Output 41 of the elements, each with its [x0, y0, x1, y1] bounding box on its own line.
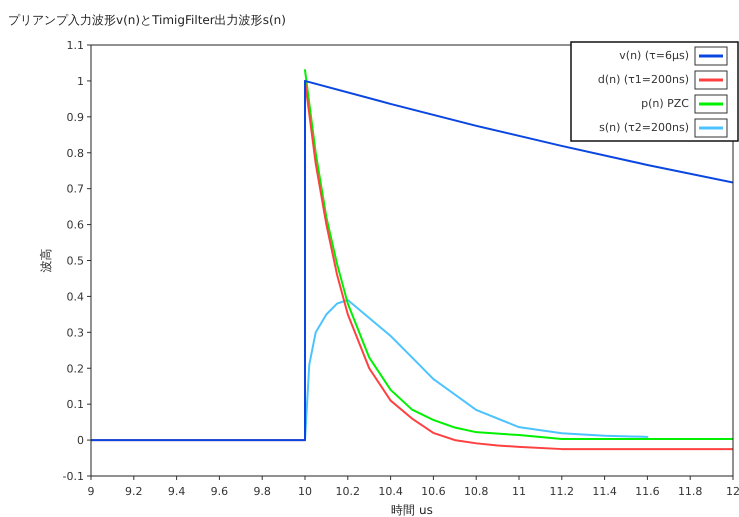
y-tick-label: -0.1 [62, 470, 84, 483]
y-tick-label: 0.4 [66, 290, 84, 304]
y-tick-label: 0.9 [66, 110, 84, 124]
x-tick-label: 10.6 [421, 485, 446, 498]
y-tick-label: 0.7 [66, 182, 84, 196]
legend-item: d(n) (τ1=200ns) [598, 70, 728, 90]
y-axis-title: 波高 [39, 248, 53, 272]
y-tick-label: 0.2 [66, 362, 84, 376]
x-tick-label: 10.8 [464, 485, 488, 498]
x-tick-label: 10.4 [378, 485, 403, 498]
line-series [304, 69, 733, 440]
x-tick-label: 11 [512, 485, 526, 498]
x-tick-label: 11.8 [678, 485, 702, 498]
y-tick-label: 0.5 [66, 254, 84, 268]
y-tick-label: 0.3 [66, 326, 84, 340]
legend-item: s(n) (τ2=200ns) [599, 118, 728, 138]
y-tick-label: 0.8 [66, 146, 84, 160]
x-tick-label: 9.8 [253, 485, 271, 498]
chart-title: プリアンプ入力波形v(n)とTimigFilter出力波形s(n) [8, 13, 286, 27]
x-tick-label: 10 [298, 485, 312, 498]
legend-label: v(n) (τ=6μs) [619, 49, 689, 62]
x-tick-label: 9.4 [168, 485, 186, 498]
x-tick-label: 11.2 [550, 485, 574, 498]
x-axis-title: 時間 us [391, 503, 433, 517]
x-tick-label: 9.2 [125, 485, 143, 498]
x-tick-label: 11.6 [635, 485, 660, 498]
legend-item: p(n) PZC [641, 94, 728, 114]
y-tick-label: 1 [77, 74, 84, 88]
y-tick-label: 0 [77, 434, 84, 448]
x-tick-label: 11.4 [592, 485, 617, 498]
y-tick-label: 0.1 [66, 398, 84, 412]
x-tick-label: 10.2 [336, 485, 360, 498]
y-tick-label: 1.1 [66, 39, 84, 52]
x-tick-label: 12 [726, 485, 739, 498]
legend-label: s(n) (τ2=200ns) [599, 121, 689, 134]
legend-label: p(n) PZC [641, 97, 690, 110]
legend-item: v(n) (τ=6μs) [619, 46, 728, 66]
x-tick-label: 9 [88, 485, 94, 498]
x-tick-label: 9.6 [210, 485, 228, 498]
y-tick-label: 0.6 [66, 218, 84, 232]
legend-label: d(n) (τ1=200ns) [598, 73, 689, 86]
